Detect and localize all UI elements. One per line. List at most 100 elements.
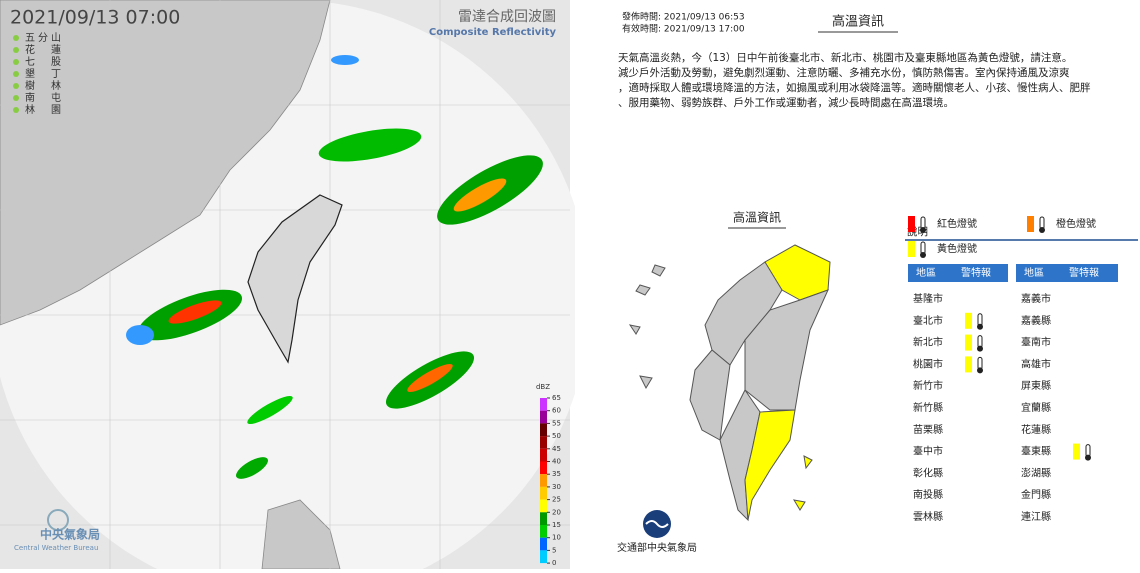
thermo-bulb xyxy=(1085,454,1091,461)
region-name: 南投縣 xyxy=(913,488,943,501)
thermo-bulb xyxy=(1039,227,1045,233)
warning-swatch xyxy=(965,312,972,329)
warning-swatch xyxy=(1073,443,1080,460)
legend-swatch xyxy=(908,241,915,257)
region-name: 桃園市 xyxy=(913,357,943,370)
colorbar-band xyxy=(540,461,547,475)
region-name: 連江縣 xyxy=(1021,510,1051,523)
header-warning: 警特報 xyxy=(961,266,991,279)
header-region: 地區 xyxy=(916,266,936,279)
cwb-logo xyxy=(47,509,671,538)
map-title: 高溫資訊 xyxy=(733,210,781,225)
warning-swatch xyxy=(965,334,972,351)
colorbar-tick-label: 40 xyxy=(552,458,561,466)
region-name: 新竹市 xyxy=(913,379,943,392)
colorbar-tick-label: 5 xyxy=(552,546,556,554)
station-dot xyxy=(13,47,19,53)
region-name: 臺中市 xyxy=(913,445,943,458)
region-name: 新北市 xyxy=(913,336,943,349)
warning-swatch xyxy=(965,356,972,373)
legend-label: 紅色燈號 xyxy=(937,217,977,230)
header-warning: 警特報 xyxy=(1069,266,1099,279)
mainland xyxy=(0,0,331,326)
colorbar-tick-label: 50 xyxy=(552,432,561,440)
colorbar-band xyxy=(540,512,547,525)
warning-panel xyxy=(575,0,1140,569)
colorbar-tick-label: 35 xyxy=(552,470,561,478)
region-name: 基隆市 xyxy=(913,292,943,305)
colorbar-unit: dBZ xyxy=(536,383,550,391)
thermo-bulb xyxy=(977,345,983,352)
colorbar-band xyxy=(540,550,547,564)
region-name: 金門縣 xyxy=(1021,488,1051,501)
agency-en: Central Weather Bureau xyxy=(14,544,98,552)
thermo-bulb xyxy=(977,367,983,374)
station-dot xyxy=(13,83,19,89)
taiwan-map xyxy=(628,244,831,522)
radar-title: 雷達合成回波圖 xyxy=(458,9,556,25)
warning-text: 、服用藥物、弱勢族群、戶外工作或運動者，減少長時間處在高溫環境。 xyxy=(618,96,954,109)
colorbar-band xyxy=(540,410,547,424)
table-header xyxy=(908,264,1008,282)
station-dot xyxy=(13,107,19,113)
radar-subtitle: Composite Reflectivity xyxy=(429,27,557,38)
colorbar-band xyxy=(540,423,547,437)
region-name: 高雄市 xyxy=(1021,357,1051,370)
footer: 交通部中央氣象局 xyxy=(617,541,697,554)
radar-echoes xyxy=(126,55,543,479)
colorbar-band xyxy=(540,474,547,487)
agency: 中央氣象局 xyxy=(40,527,100,542)
colorbar-tick-label: 45 xyxy=(552,445,561,453)
colorbar-tick-label: 55 xyxy=(552,419,561,427)
taiwan-outline xyxy=(247,194,343,364)
warning-text: 減少戶外活動及勞動，避免劇烈運動、注意防曬、多補充水份，慎防熱傷害。室內保持通風… xyxy=(618,66,1070,79)
region-name: 新竹縣 xyxy=(913,401,943,414)
colorbar-band xyxy=(540,398,547,411)
region-name: 花蓮縣 xyxy=(1021,423,1051,436)
colorbar-tick-label: 60 xyxy=(552,407,561,415)
colorbar-tick-label: 20 xyxy=(552,508,561,516)
thermo-bulb xyxy=(920,227,926,233)
region-name: 雲林縣 xyxy=(913,510,943,523)
region-name: 彰化縣 xyxy=(913,466,943,479)
colorbar-tick-label: 25 xyxy=(552,496,561,504)
colorbar-band xyxy=(540,436,547,449)
colorbar-band xyxy=(540,525,547,538)
region-name: 臺南市 xyxy=(1021,336,1051,349)
colorbar-band xyxy=(540,448,547,462)
valid-time: 有效時間: 2021/09/13 17:00 xyxy=(622,23,745,35)
header-region: 地區 xyxy=(1024,266,1044,279)
warning-text: 天氣高溫炎熱，今（13）日中午前後臺北市、新北市、桃園市及臺東縣地區為黃色燈號，… xyxy=(618,51,1072,64)
thermo-bulb xyxy=(920,252,926,258)
legend-label: 黃色燈號 xyxy=(937,242,977,255)
thermo-bulb xyxy=(977,323,983,330)
timestamp: 2021/09/13 07:00 xyxy=(10,7,180,29)
legend-swatch xyxy=(1027,216,1034,232)
region-name: 嘉義縣 xyxy=(1021,314,1051,327)
region-name: 宜蘭縣 xyxy=(1021,401,1051,414)
issued-time: 發佈時間: 2021/09/13 06:53 xyxy=(622,11,745,23)
station-dot xyxy=(13,35,19,41)
region-name: 屏東縣 xyxy=(1021,379,1051,392)
colorbar-band xyxy=(540,486,547,500)
colorbar-band xyxy=(540,537,547,551)
island xyxy=(261,499,341,570)
region-name: 臺北市 xyxy=(913,314,943,327)
colorbar-tick-label: 15 xyxy=(552,521,561,529)
station-name: 五分山 xyxy=(25,32,61,44)
legend-label: 橙色燈號 xyxy=(1056,217,1096,230)
legend-swatch xyxy=(908,216,915,232)
region-name: 澎湖縣 xyxy=(1021,467,1051,479)
station-dot xyxy=(13,59,19,65)
station-dot xyxy=(13,71,19,77)
region-name: 嘉義市 xyxy=(1021,292,1051,305)
colorbar-tick-label: 0 xyxy=(552,559,556,567)
region-name: 苗栗縣 xyxy=(913,424,943,436)
station-dot xyxy=(13,95,19,101)
colorbar-tick-label: 30 xyxy=(552,483,561,491)
colorbar-tick-label: 10 xyxy=(552,534,561,542)
colorbar-band xyxy=(540,499,547,513)
table-header xyxy=(1016,264,1118,282)
